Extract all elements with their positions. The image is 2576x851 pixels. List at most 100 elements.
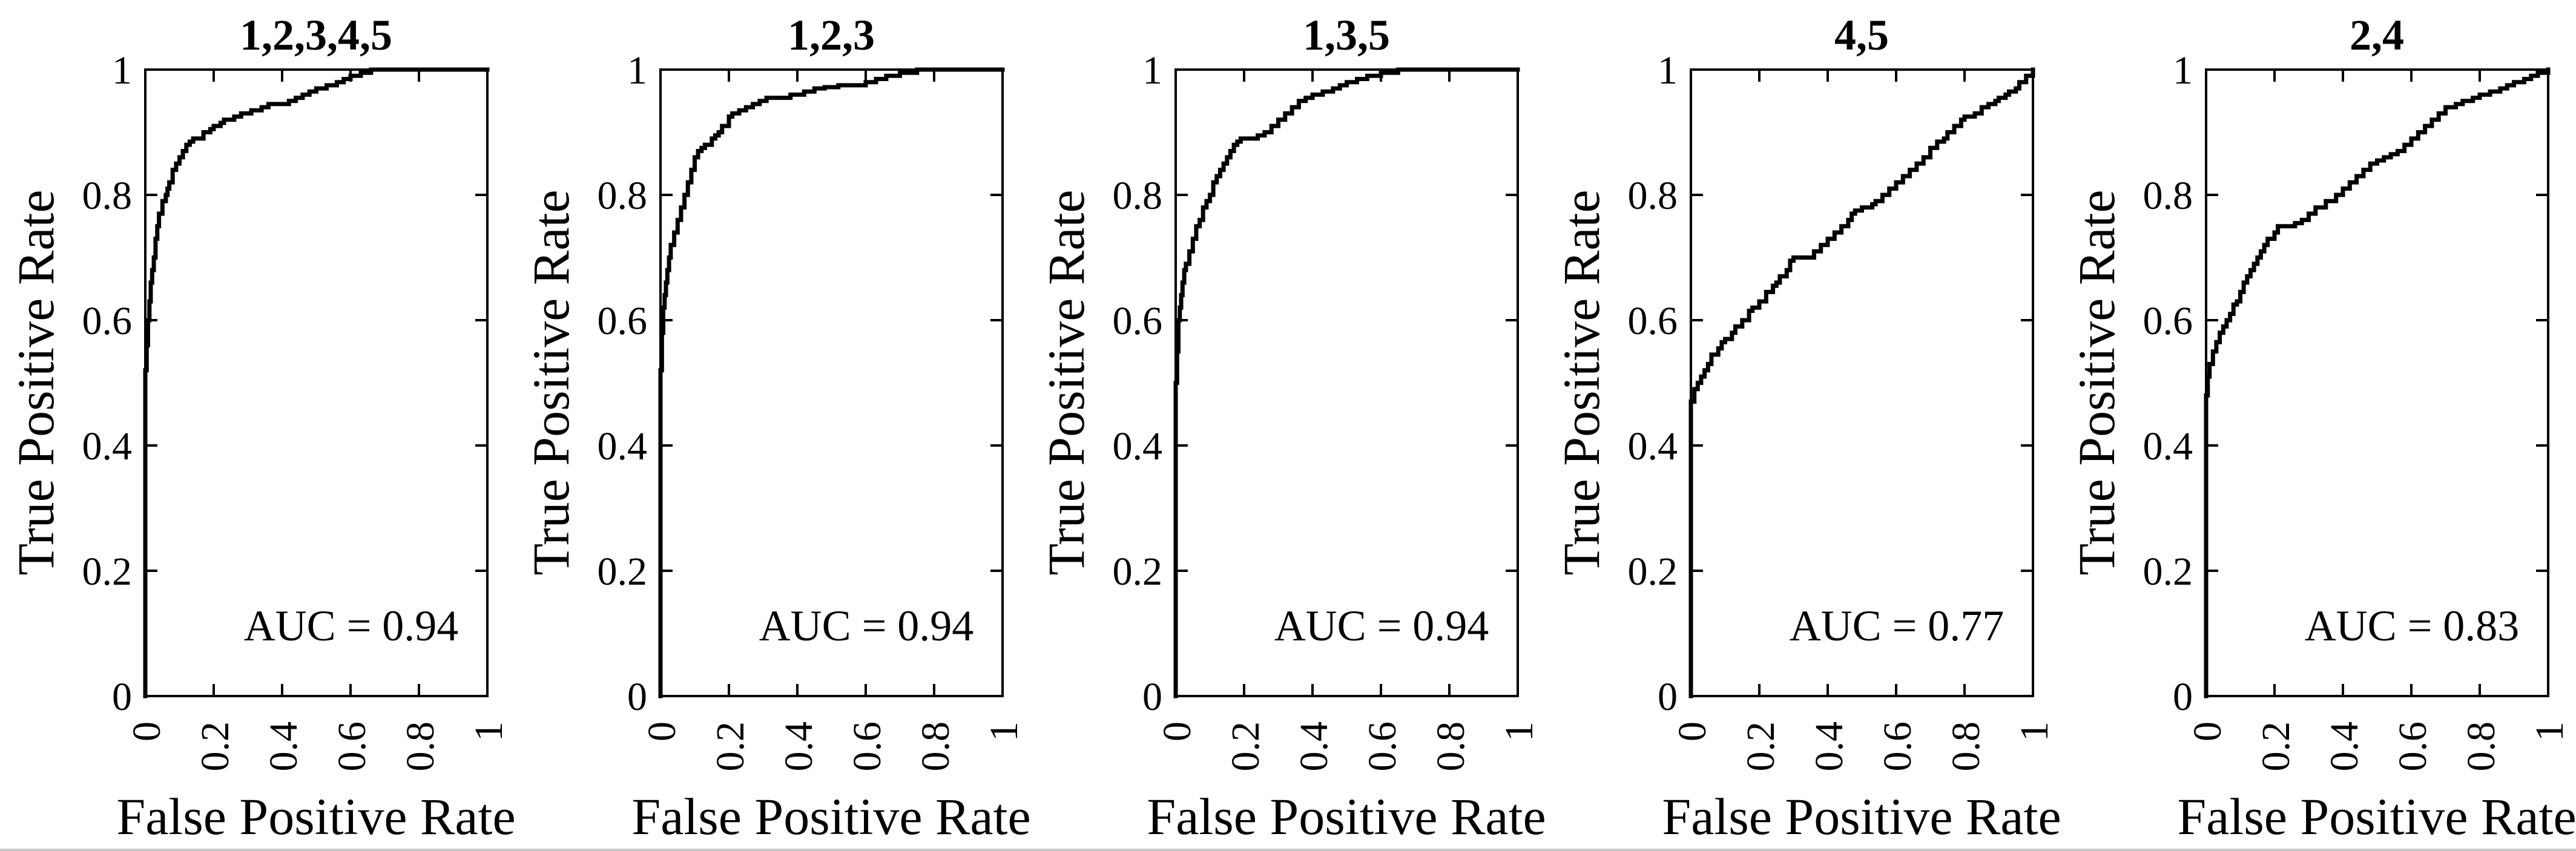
y-tick-label: 0.8 bbox=[82, 174, 133, 218]
y-tick-labels: 0 0.2 0.4 0.6 0.8 1 bbox=[598, 48, 648, 719]
x-axis-label: False Positive Rate bbox=[1147, 787, 1546, 846]
y-tick-label: 0.4 bbox=[2143, 424, 2193, 468]
chart-title: 2,4 bbox=[2350, 11, 2404, 59]
y-tick-label: 1 bbox=[112, 48, 132, 93]
y-tick-label: 0.4 bbox=[1113, 424, 1163, 468]
x-tick-label: 0 bbox=[1155, 721, 1199, 741]
x-tick-label: 0.4 bbox=[2322, 721, 2367, 772]
auc-annotation: AUC = 0.83 bbox=[2305, 602, 2520, 650]
roc-panel: 4,5 0 0.2 0.4 0.6 0.8 1 0 0.2 0.4 0.6 0.8 1 AUC = … bbox=[1552, 11, 2061, 846]
y-tick-label: 0.6 bbox=[1113, 299, 1163, 343]
y-axis-label: True Positive Rate bbox=[1552, 189, 1610, 575]
x-tick-label: 0.8 bbox=[1944, 721, 1988, 772]
x-tick-label: 0.2 bbox=[1739, 721, 1783, 772]
y-tick-label: 1 bbox=[627, 48, 647, 93]
plot-box bbox=[1690, 68, 2034, 697]
y-axis-label: True Positive Rate bbox=[522, 189, 580, 575]
roc-curve bbox=[2204, 67, 2551, 698]
x-tick-labels: 0 0.2 0.4 0.6 0.8 1 bbox=[1670, 721, 2057, 772]
y-tick-labels: 0 0.2 0.4 0.6 0.8 1 bbox=[1113, 48, 1163, 719]
y-tick-label: 0.4 bbox=[1628, 424, 1678, 468]
x-tick-label: 1 bbox=[1497, 721, 1541, 741]
x-tick-label: 0 bbox=[640, 721, 684, 741]
bottom-edge-artifact bbox=[0, 849, 2576, 851]
y-tick-label: 0.8 bbox=[1628, 174, 1678, 218]
x-tick-label: 0.4 bbox=[777, 721, 821, 772]
x-tick-label: 0.6 bbox=[845, 721, 889, 772]
y-tick-label: 1 bbox=[1658, 48, 1678, 93]
y-tick-label: 0.8 bbox=[598, 174, 648, 218]
x-axis-label: False Positive Rate bbox=[1662, 787, 2061, 846]
y-tick-label: 0.8 bbox=[1113, 174, 1163, 218]
y-tick-label: 0.2 bbox=[598, 550, 648, 594]
chart-title: 1,2,3 bbox=[788, 11, 875, 59]
x-axis-label: False Positive Rate bbox=[631, 787, 1030, 846]
auc-annotation: AUC = 0.94 bbox=[244, 602, 459, 650]
auc-annotation: AUC = 0.77 bbox=[1790, 602, 2004, 650]
y-tick-labels: 0 0.2 0.4 0.6 0.8 1 bbox=[1628, 48, 1678, 719]
roc-panel: 1,2,3 0 0.2 0.4 0.6 0.8 1 0 0.2 0.4 0.6 0.8 1 AUC … bbox=[522, 11, 1030, 846]
y-tick-label: 0.6 bbox=[1628, 299, 1678, 343]
x-tick-label: 0.8 bbox=[914, 721, 958, 772]
x-tick-label: 1 bbox=[467, 721, 511, 741]
x-axis-label: False Positive Rate bbox=[116, 787, 515, 846]
chart-title: 4,5 bbox=[1834, 11, 1889, 59]
x-tick-label: 0.6 bbox=[1876, 721, 1920, 772]
y-tick-label: 1 bbox=[1142, 48, 1162, 93]
y-tick-label: 0.6 bbox=[82, 299, 133, 343]
y-tick-label: 0.2 bbox=[1628, 550, 1678, 594]
x-tick-label: 0.6 bbox=[1360, 721, 1405, 772]
x-tick-label: 0.4 bbox=[262, 721, 306, 772]
x-tick-label: 0.8 bbox=[2459, 721, 2503, 772]
x-tick-label: 0 bbox=[125, 721, 169, 741]
chart-title: 1,3,5 bbox=[1303, 11, 1390, 59]
y-tick-label: 0.2 bbox=[2143, 550, 2193, 594]
y-tick-label: 1 bbox=[2173, 48, 2193, 93]
y-tick-label: 0 bbox=[1658, 675, 1678, 719]
auc-annotation: AUC = 0.94 bbox=[759, 602, 974, 650]
roc-curve bbox=[658, 67, 1005, 698]
y-tick-labels: 0 0.2 0.4 0.6 0.8 1 bbox=[2143, 48, 2193, 719]
roc-curve bbox=[1173, 67, 1520, 698]
x-tick-labels: 0 0.2 0.4 0.6 0.8 1 bbox=[1155, 721, 1541, 772]
x-tick-label: 1 bbox=[2012, 721, 2057, 741]
y-tick-label: 0 bbox=[2173, 675, 2193, 719]
auc-annotation: AUC = 0.94 bbox=[1274, 602, 1489, 650]
x-tick-label: 0.4 bbox=[1807, 721, 1851, 772]
x-tick-label: 0 bbox=[2186, 721, 2230, 741]
x-tick-label: 0.2 bbox=[708, 721, 753, 772]
y-tick-label: 0.4 bbox=[82, 424, 133, 468]
x-tick-labels: 0 0.2 0.4 0.6 0.8 1 bbox=[640, 721, 1026, 772]
y-axis-label: True Positive Rate bbox=[2067, 189, 2126, 575]
roc-curve bbox=[143, 67, 490, 698]
x-tick-label: 0.2 bbox=[1224, 721, 1268, 772]
x-axis-label: False Positive Rate bbox=[2177, 787, 2576, 846]
chart-title: 1,2,3,4,5 bbox=[240, 11, 392, 59]
roc-curve bbox=[1688, 67, 2035, 698]
roc-panel: 1,3,5 0 0.2 0.4 0.6 0.8 1 0 0.2 0.4 0.6 0.8 1 AUC … bbox=[1037, 11, 1546, 846]
x-tick-label: 0.8 bbox=[398, 721, 443, 772]
x-tick-label: 0 bbox=[1670, 721, 1715, 741]
y-axis-label: True Positive Rate bbox=[7, 189, 65, 575]
x-tick-label: 1 bbox=[2528, 721, 2572, 741]
y-tick-label: 0.6 bbox=[2143, 299, 2193, 343]
y-tick-label: 0 bbox=[112, 675, 132, 719]
x-tick-label: 0.8 bbox=[1429, 721, 1473, 772]
roc-panel: 2,4 0 0.2 0.4 0.6 0.8 1 0 0.2 0.4 0.6 0.8 1 AUC = … bbox=[2067, 11, 2576, 846]
roc-panel: 1,2,3,4,5 00.20.40.60.81 0 0.2 0.4 0.6 0.8 1 … bbox=[7, 11, 515, 846]
y-tick-label: 0.8 bbox=[2143, 174, 2193, 218]
x-tick-label: 0.6 bbox=[2391, 721, 2435, 772]
x-tick-label: 0.2 bbox=[193, 721, 237, 772]
y-tick-label: 0.4 bbox=[598, 424, 648, 468]
y-tick-label: 0.6 bbox=[598, 299, 648, 343]
x-tick-label: 0.4 bbox=[1292, 721, 1336, 772]
y-tick-label: 0.2 bbox=[1113, 550, 1163, 594]
x-tick-label: 0.6 bbox=[330, 721, 374, 772]
tick-marks bbox=[2205, 68, 2549, 697]
x-tick-labels: 0 0.2 0.4 0.6 0.8 1 bbox=[2186, 721, 2572, 772]
x-tick-label: 1 bbox=[982, 721, 1026, 741]
y-tick-label: 0 bbox=[1142, 675, 1162, 719]
y-axis-label: True Positive Rate bbox=[1037, 189, 1095, 575]
y-tick-label: 0 bbox=[627, 675, 647, 719]
